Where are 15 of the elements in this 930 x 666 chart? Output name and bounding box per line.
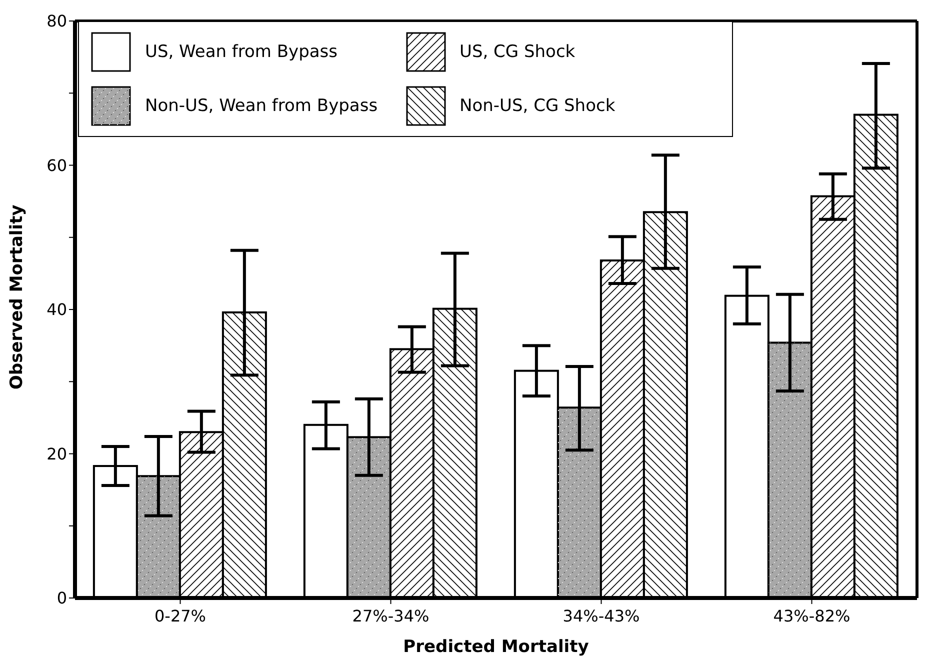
x-tick-label: 34%-43% [562,606,640,626]
y-tick-label: 40 [46,300,67,320]
x-tick-label: 27%-34% [352,606,430,626]
legend-label: US, CG Shock [460,42,576,62]
x-axis-title: Predicted Mortality [403,637,589,657]
y-axis-title: Observed Mortality [7,204,28,390]
legend-label: Non-US, Wean from Bypass [145,96,378,116]
legend-label: Non-US, CG Shock [460,96,616,116]
y-tick-label: 60 [46,156,67,175]
legend-label: US, Wean from Bypass [145,42,338,62]
y-tick-label: 80 [46,12,67,31]
y-tick-label: 20 [46,444,67,464]
x-tick-label: 0-27% [154,606,206,626]
x-tick-label: 43%-82% [773,606,850,626]
y-tick-label: 0 [56,588,67,608]
